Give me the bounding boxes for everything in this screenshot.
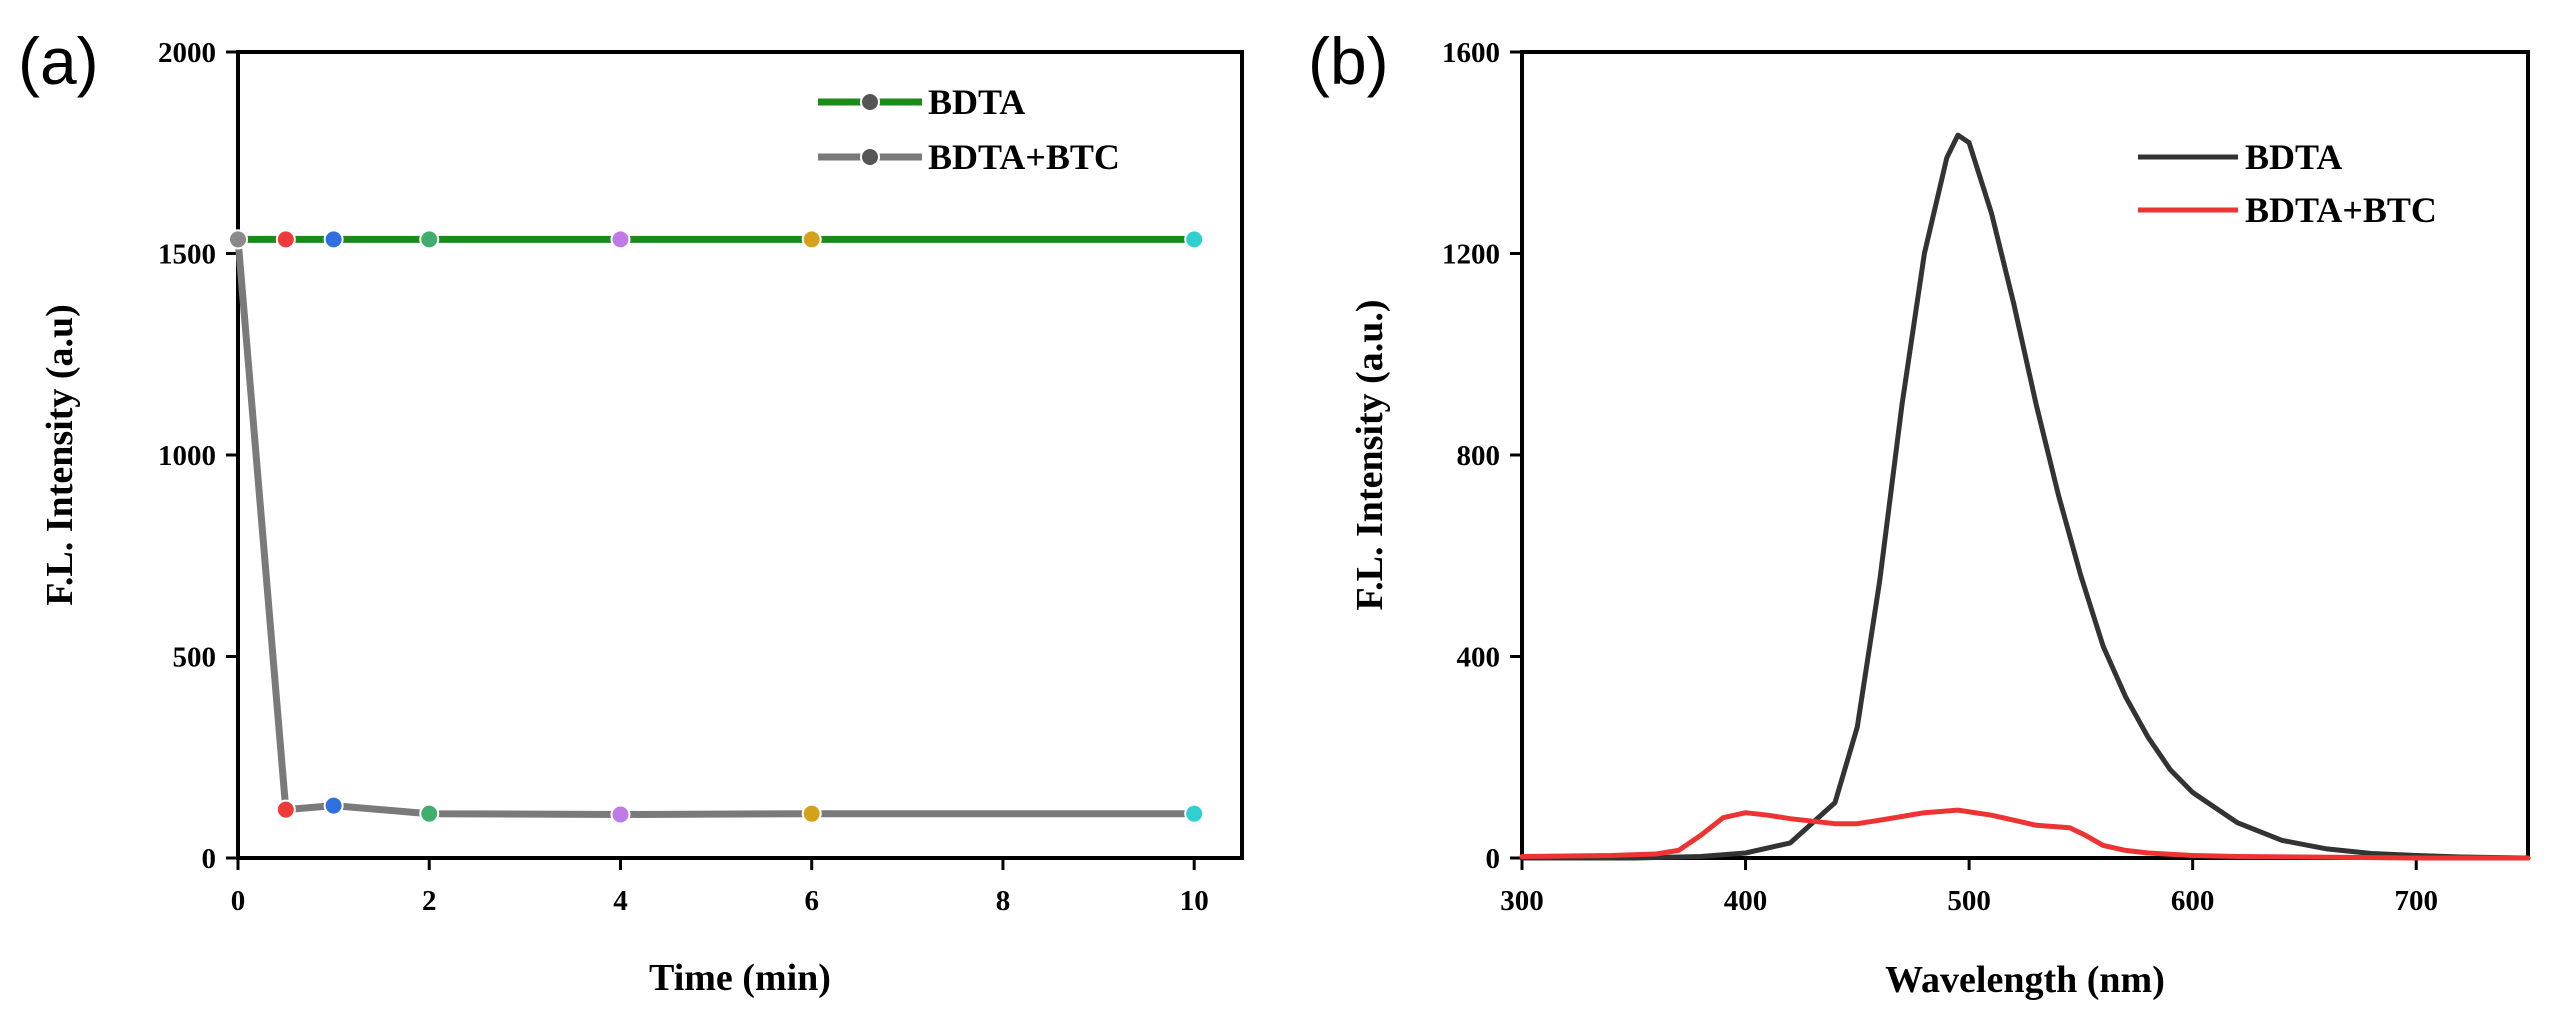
- series-line-bdta: [1519, 132, 2531, 861]
- legend-marker: [860, 92, 880, 112]
- x-tick-label: 400: [1724, 885, 1768, 917]
- data-point: [610, 804, 631, 825]
- x-tick-label: 2: [422, 885, 437, 917]
- x-axis-title: Time (min): [649, 957, 831, 999]
- x-axis-title: Wavelength (nm): [1885, 959, 2165, 1001]
- legend-label: BDTA+BTC: [2245, 190, 2437, 230]
- data-point: [1184, 803, 1205, 824]
- y-tick-label: 800: [1457, 440, 1501, 472]
- x-tick-label: 4: [613, 885, 628, 917]
- x-tick-label: 8: [996, 885, 1011, 917]
- y-tick-label: 400: [1457, 642, 1501, 674]
- data-point: [228, 229, 248, 250]
- x-tick-label: 500: [1947, 885, 1991, 917]
- y-tick-label: 0: [202, 843, 217, 875]
- data-point: [610, 229, 631, 250]
- data-point: [801, 803, 822, 824]
- x-tick-label: 300: [1500, 885, 1544, 917]
- y-tick-label: 1200: [1442, 239, 1500, 271]
- data-point: [1184, 229, 1205, 250]
- x-tick-label: 6: [804, 885, 819, 917]
- legend-marker: [860, 147, 880, 167]
- x-tick-label: 600: [2171, 885, 2215, 917]
- y-axis-title: F.L. Intensity (a.u): [39, 304, 81, 606]
- plot-frame: [1520, 50, 2530, 860]
- legend-label: BDTA: [2245, 137, 2342, 177]
- y-tick-label: 500: [173, 642, 217, 674]
- panel-label-b: (b): [1308, 24, 1389, 98]
- data-point: [275, 799, 296, 820]
- y-tick-label: 2000: [158, 37, 216, 69]
- x-tick-label: 0: [231, 885, 246, 917]
- panel-label-a: (a): [18, 24, 99, 98]
- y-axis-title: F.L. Intensity (a.u.): [1349, 299, 1391, 610]
- y-tick-label: 1000: [158, 440, 216, 472]
- data-point: [419, 229, 440, 250]
- chart-b: 300 400 500 600 700 0 400 800 1200 1600 Wavelength…: [1349, 37, 2531, 1001]
- y-tick-label: 0: [1486, 843, 1501, 875]
- y-tick-label: 1500: [158, 239, 216, 271]
- chart-a: 0 2 4 6 8 10 0 500 1000 1500 2000 Time (min) F.L. In…: [39, 37, 1244, 999]
- legend-label: BDTA: [928, 82, 1025, 122]
- data-point: [323, 229, 344, 250]
- series-line-bdta-btc: [234, 235, 1198, 818]
- data-point: [275, 229, 296, 250]
- data-point: [323, 795, 344, 816]
- x-tick-label: 10: [1180, 885, 1209, 917]
- series-line-bdta-btc: [1519, 807, 2531, 861]
- data-point: [801, 229, 822, 250]
- legend-label: BDTA+BTC: [928, 137, 1120, 177]
- y-tick-label: 1600: [1442, 37, 1500, 69]
- data-point: [419, 803, 440, 824]
- x-tick-label: 700: [2394, 885, 2438, 917]
